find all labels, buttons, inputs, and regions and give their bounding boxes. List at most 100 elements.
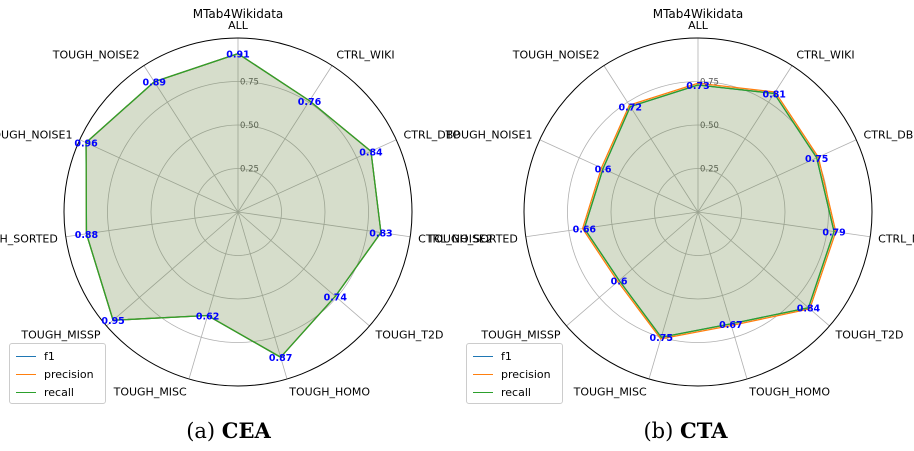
grid-spoke [697,65,793,213]
caption-label: (a) [186,419,216,443]
value-label: 0.62 [196,312,219,323]
category-label: TOUGH_SORTED [426,233,517,246]
radial-tick-label: 0.75 [700,78,719,88]
category-label: CTRL_DBP [864,128,914,141]
value-label: 0.87 [269,353,292,364]
grid-spoke [237,211,288,380]
category-label: CTRL_NOISE2 [418,233,493,246]
legend-swatch [16,373,36,375]
value-label: 0.75 [805,154,828,165]
legend-item: recall [16,384,74,400]
legend-item: precision [16,366,94,382]
category-label: TOUGH_HOMO [288,385,370,398]
legend-swatch [473,391,493,393]
legend-label: f1 [501,349,512,363]
legend-label: precision [44,367,94,381]
grid-spoke [65,211,239,238]
legend-label: precision [501,367,551,381]
legend-swatch [16,391,36,393]
series-precision-polygon [581,82,837,340]
series-recall-polygon [85,53,382,358]
caption-b: (b) CTA [457,418,914,443]
category-label: TOUGH_T2D [835,328,904,341]
grid-spoke [697,211,830,327]
legend-item: f1 [16,348,55,364]
value-label: 0.6 [611,276,628,287]
value-label: 0.81 [762,89,785,100]
category-label: TOUGH_MISSP [480,328,560,341]
category-label: TOUGH_HOMO [748,385,830,398]
radial-tick-label: 0.25 [240,165,259,175]
legend-swatch [473,355,493,357]
category-label: TOUGH_MISC [573,385,647,398]
grid-spoke [697,211,871,238]
legend-swatch [473,373,493,375]
outer-circle [523,37,873,387]
outer-circle [63,37,413,387]
category-label: CTRL_NOISE2 [878,233,914,246]
legend-label: recall [501,385,531,399]
chart-legend: f1 precision recall [9,343,106,404]
grid-spoke [143,65,239,213]
caption-name: CTA [680,418,728,443]
radar-chart-cea: MTab4Wikidata 0.25 0.50 0.75 0.91 0.76 0.84 0.8… [0,7,493,398]
value-label: 0.67 [719,320,742,331]
legend-swatch [16,355,36,357]
value-label: 0.74 [324,292,348,303]
value-label: 0.89 [143,78,166,89]
chart-title: MTab4Wikidata [653,7,744,21]
value-label: 0.76 [298,97,322,108]
category-label: ALL [688,19,709,32]
grid-spoke [79,139,239,213]
grid-spoke [566,211,699,327]
value-label: 0.73 [686,81,709,92]
category-label: ALL [228,19,249,32]
legend-label: recall [44,385,74,399]
caption-a: (a) CEA [0,418,457,443]
value-label: 0.6 [595,165,612,176]
value-label: 0.75 [650,333,673,344]
radar-chart-cta: MTab4Wikidata0.250.500.750.730.810.750.7… [426,7,914,398]
category-label: CTRL_WIKI [336,49,394,62]
legend-label: f1 [44,349,55,363]
value-label: 0.66 [573,224,597,235]
caption-label: (b) [643,419,674,443]
value-label: 0.95 [101,316,124,327]
series-recall-polygon [583,84,835,338]
category-label: TOUGH_T2D [375,328,444,341]
chart-title: MTab4Wikidata [193,7,284,21]
grid-spoke [603,65,699,213]
radial-tick-label: 0.25 [700,165,719,175]
grid-spoke [237,139,397,213]
value-label: 0.96 [74,139,98,150]
category-label: TOUGH_NOISE2 [52,49,140,62]
value-label: 0.84 [359,147,383,158]
grid-spoke [697,139,857,213]
grid-spoke [106,211,239,327]
value-label: 0.91 [226,50,249,61]
value-label: 0.88 [75,230,99,241]
grid-spoke [648,211,699,380]
value-label: 0.79 [822,228,845,239]
category-label: TOUGH_SORTED [0,233,58,246]
category-label: TOUGH_NOISE2 [512,49,600,62]
value-label: 0.84 [797,304,821,315]
grid-spoke [237,211,370,327]
legend-item: precision [473,366,551,382]
grid-spoke [525,211,699,238]
legend-item: f1 [473,348,512,364]
grid-spoke [697,211,748,380]
category-label: CTRL_WIKI [796,49,854,62]
chart-legend: f1 precision recall [466,343,563,404]
radial-tick-label: 0.75 [240,78,259,88]
radial-tick-label: 0.50 [700,121,719,131]
grid-spoke [539,139,699,213]
grid-spoke [188,211,239,380]
value-label: 0.83 [369,229,392,240]
grid-spoke [237,65,333,213]
category-label: CTRL_DBP [404,128,461,141]
category-label: TOUGH_MISSP [20,328,100,341]
category-label: TOUGH_MISC [113,385,187,398]
radial-tick-label: 0.50 [240,121,259,131]
